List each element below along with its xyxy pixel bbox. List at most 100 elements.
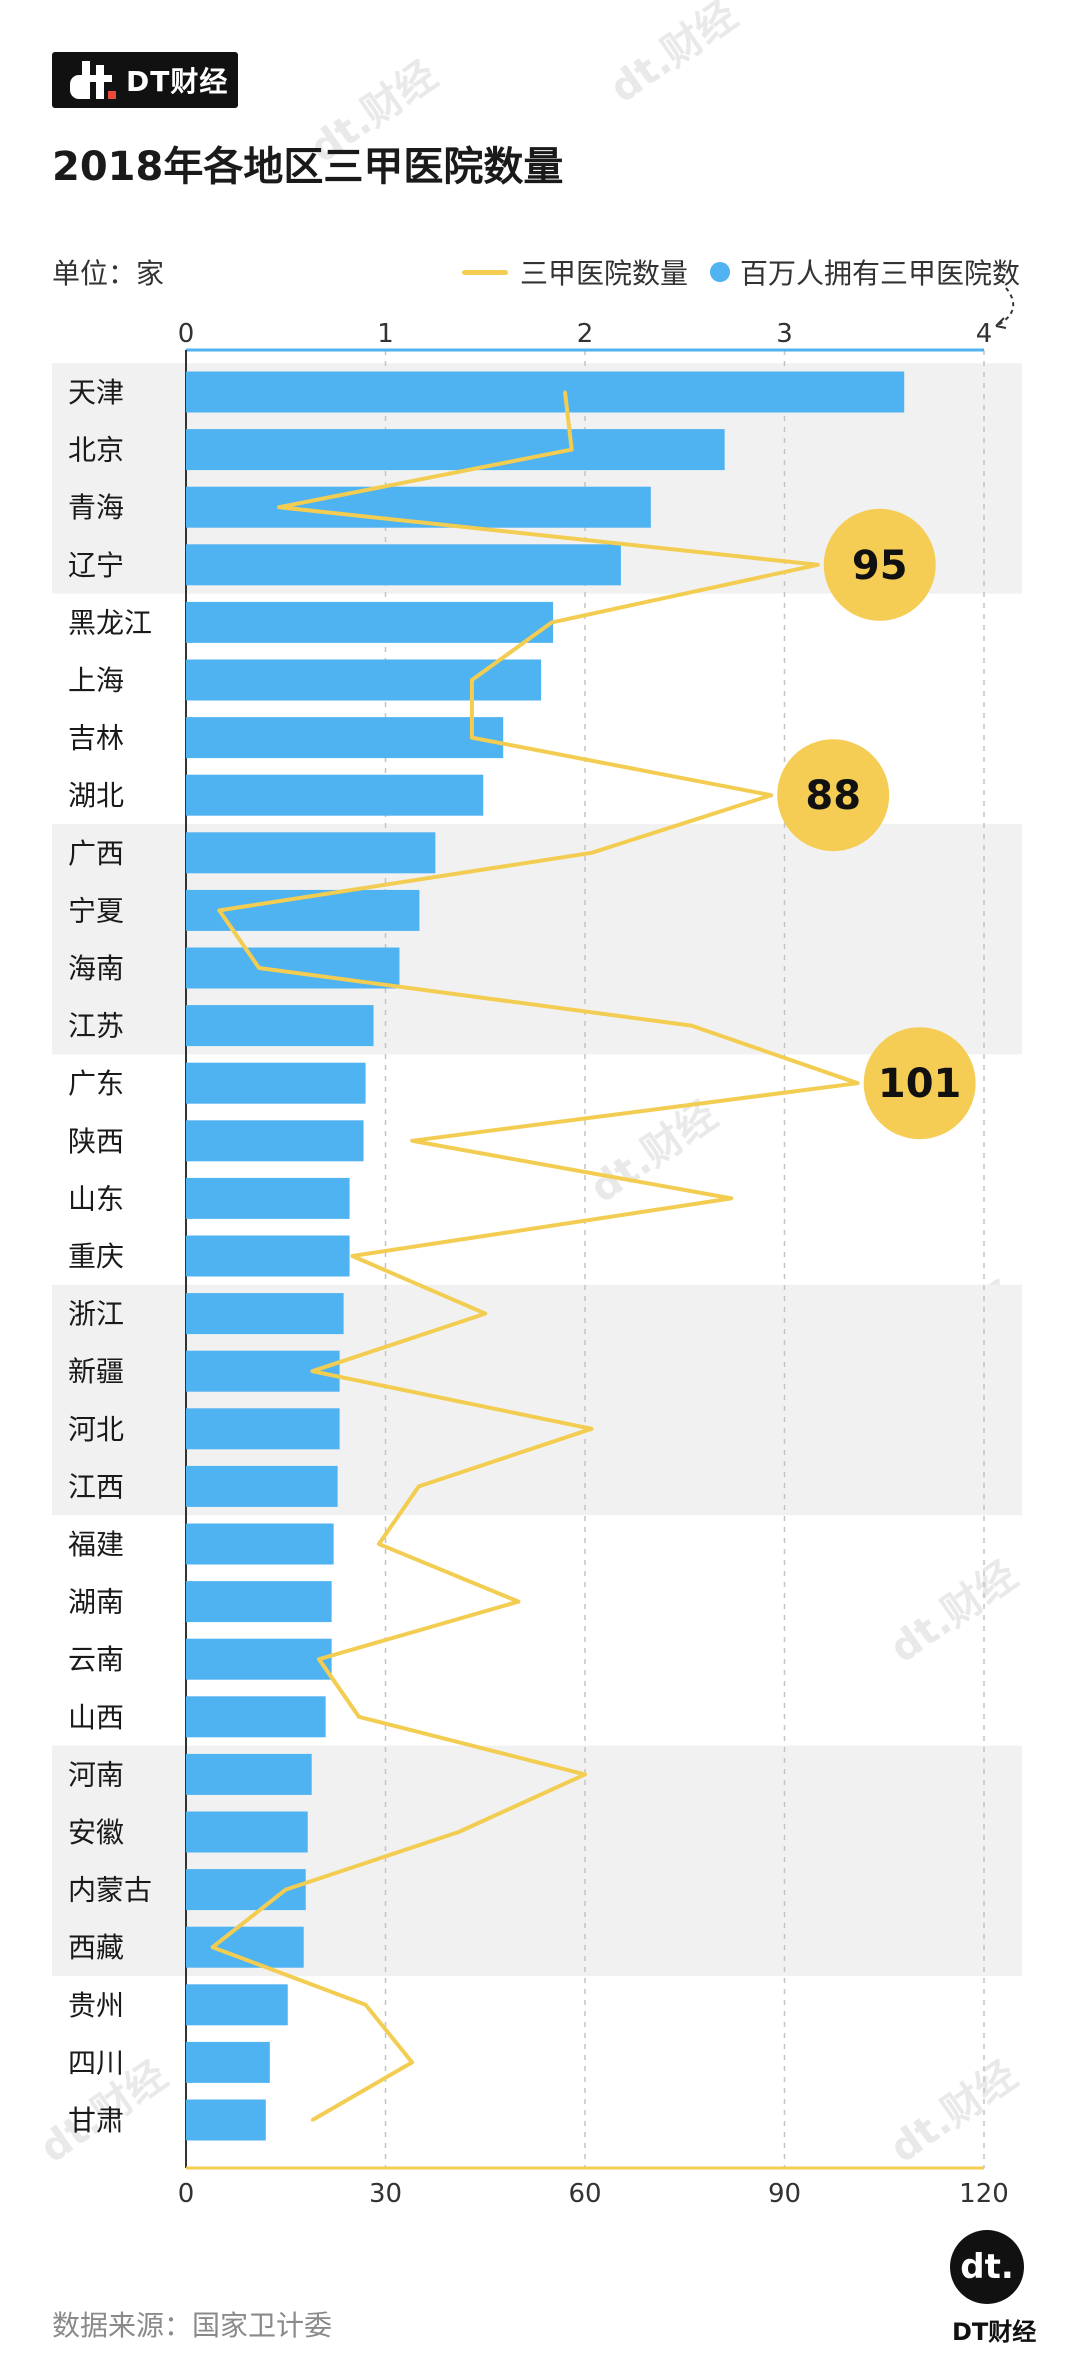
bar <box>186 1005 374 1047</box>
count-point <box>590 1427 594 1431</box>
bar <box>186 1638 332 1680</box>
count-point <box>590 851 594 855</box>
count-point <box>816 563 820 567</box>
bar <box>186 2099 266 2141</box>
category-label: 安徽 <box>68 1816 124 1849</box>
count-point <box>583 1772 587 1776</box>
category-label: 上海 <box>68 664 124 697</box>
bar <box>186 544 621 586</box>
bar <box>186 371 905 413</box>
category-label: 山西 <box>68 1701 124 1734</box>
count-point <box>217 908 221 912</box>
category-label: 黑龙江 <box>68 606 152 639</box>
count-point <box>310 2118 314 2122</box>
bar <box>186 1581 332 1623</box>
brand-name: DT财经 <box>126 65 229 98</box>
category-label: 四川 <box>68 2046 124 2079</box>
bar <box>186 601 554 643</box>
count-point <box>417 1484 421 1488</box>
bar <box>186 429 725 471</box>
category-label: 湖南 <box>68 1586 124 1619</box>
callout-bubble <box>863 1027 976 1140</box>
category-label: 新疆 <box>68 1355 124 1388</box>
category-label: 宁夏 <box>68 894 124 927</box>
count-point <box>457 1830 461 1834</box>
bar <box>186 1062 366 1104</box>
count-point <box>364 2003 368 2007</box>
dt-logo-icon <box>70 61 118 99</box>
category-label: 广西 <box>68 837 124 870</box>
category-label: 河北 <box>68 1413 124 1446</box>
count-point <box>211 1945 215 1949</box>
bottom-tick-label: 60 <box>568 2179 601 2209</box>
category-label: 江西 <box>68 1470 124 1503</box>
top-tick-label: 3 <box>776 319 793 349</box>
callout-bubble <box>823 508 936 621</box>
legend: 三甲医院数量 百万人拥有三甲医院数 <box>461 252 1020 292</box>
bar <box>186 1408 340 1450</box>
bar <box>186 1465 338 1507</box>
bar <box>186 1177 350 1219</box>
legend-bar-swatch <box>709 262 730 282</box>
category-label: 北京 <box>68 434 124 467</box>
bar <box>186 1235 350 1277</box>
count-point <box>517 1600 520 1604</box>
bottom-tick-label: 30 <box>369 2179 402 2209</box>
category-label: 浙江 <box>68 1298 124 1331</box>
bar <box>186 832 436 874</box>
count-point <box>410 2060 414 2064</box>
count-point <box>310 1369 314 1373</box>
top-tick-label: 0 <box>178 319 195 349</box>
category-label: 西藏 <box>68 1931 124 1964</box>
top-tick-label: 2 <box>577 319 594 349</box>
category-label: 甘肃 <box>68 2104 124 2137</box>
unit-label: 单位：家 <box>52 257 165 290</box>
category-label: 辽宁 <box>68 549 124 582</box>
count-point <box>689 1024 693 1028</box>
category-label: 山东 <box>68 1182 124 1215</box>
bar <box>186 1926 304 1968</box>
count-point <box>483 1312 487 1316</box>
count-point <box>317 1657 321 1661</box>
callout-label: 95 <box>852 543 908 589</box>
top-tick-label: 4 <box>976 319 993 349</box>
count-point <box>350 1254 354 1258</box>
count-point <box>550 620 554 624</box>
category-label: 贵州 <box>68 1989 124 2022</box>
bar <box>186 2041 270 2083</box>
bottom-tick-label: 90 <box>768 2179 801 2209</box>
category-label: 天津 <box>68 376 124 409</box>
category-label: 陕西 <box>68 1125 124 1158</box>
count-point <box>470 736 474 740</box>
count-point <box>856 1081 860 1085</box>
count-point <box>769 793 773 797</box>
legend-bar-label: 百万人拥有三甲医院数 <box>739 257 1020 290</box>
bar <box>186 1753 312 1795</box>
count-point <box>257 966 261 970</box>
bar <box>186 1120 364 1162</box>
arrow-head-icon <box>995 317 1007 329</box>
top-tick-label: 1 <box>377 319 394 349</box>
category-label: 河南 <box>68 1758 124 1791</box>
count-point <box>377 1542 381 1546</box>
category-label: 江苏 <box>68 1010 124 1043</box>
bar <box>186 1523 334 1565</box>
brand-badge-label: DT财经 <box>952 2318 1037 2346</box>
count-point <box>729 1196 733 1200</box>
bar <box>186 659 542 701</box>
brand-badge: dt. <box>950 2230 1024 2304</box>
category-label: 湖北 <box>68 779 124 812</box>
bar <box>186 774 484 816</box>
bottom-tick-label: 0 <box>178 2179 195 2209</box>
count-point <box>357 1715 361 1719</box>
category-label: 青海 <box>68 491 124 524</box>
bar <box>186 717 504 759</box>
bar <box>186 1293 344 1335</box>
bar <box>186 1811 308 1853</box>
dt-badge-icon: dt. <box>960 2247 1014 2287</box>
count-point <box>570 448 574 452</box>
callout-bubble <box>777 739 890 852</box>
source-note: 数据来源：国家卫计委 <box>52 2309 333 2342</box>
count-point <box>410 1139 414 1143</box>
